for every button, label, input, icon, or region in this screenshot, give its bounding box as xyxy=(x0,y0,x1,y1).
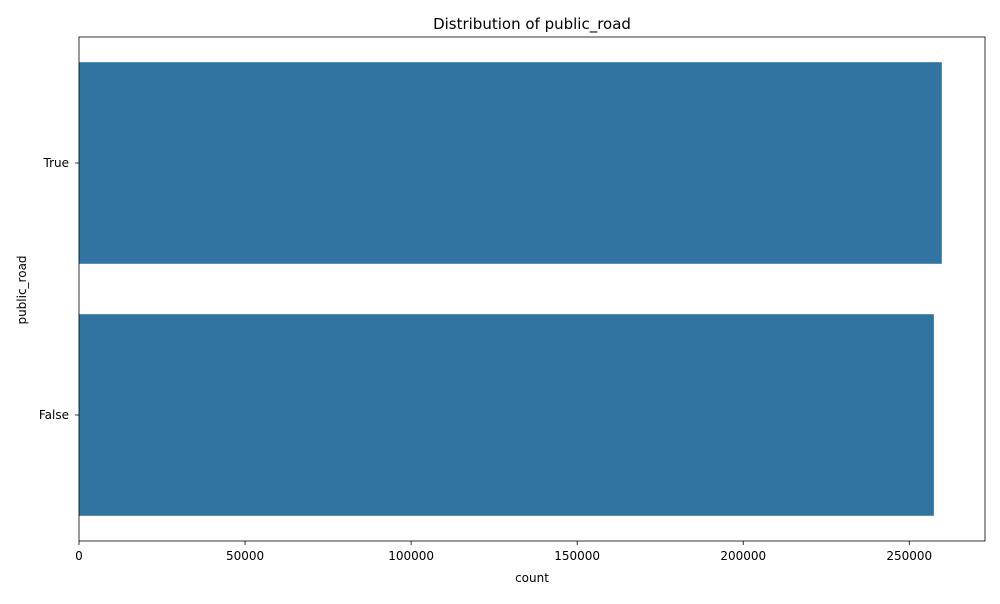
bars-layer xyxy=(79,62,942,516)
bar-false xyxy=(79,314,934,516)
x-tick-label: 50000 xyxy=(226,549,264,563)
x-ticks-layer: 0 50000 100000 150000 200000 250000 xyxy=(75,541,932,563)
y-axis-label: public_road xyxy=(15,255,29,324)
y-ticks-layer: True False xyxy=(39,156,79,422)
y-tick-label: False xyxy=(39,408,69,422)
chart-title: Distribution of public_road xyxy=(433,15,631,34)
x-axis-label: count xyxy=(515,571,549,585)
x-tick-label: 150000 xyxy=(554,549,600,563)
plot-frame xyxy=(78,36,986,542)
x-tick-label: 250000 xyxy=(886,549,932,563)
x-tick-label: 200000 xyxy=(720,549,766,563)
x-tick-label: 100000 xyxy=(388,549,434,563)
y-tick-label: True xyxy=(43,156,70,170)
bar-true xyxy=(79,62,942,264)
x-tick-label: 0 xyxy=(75,549,83,563)
